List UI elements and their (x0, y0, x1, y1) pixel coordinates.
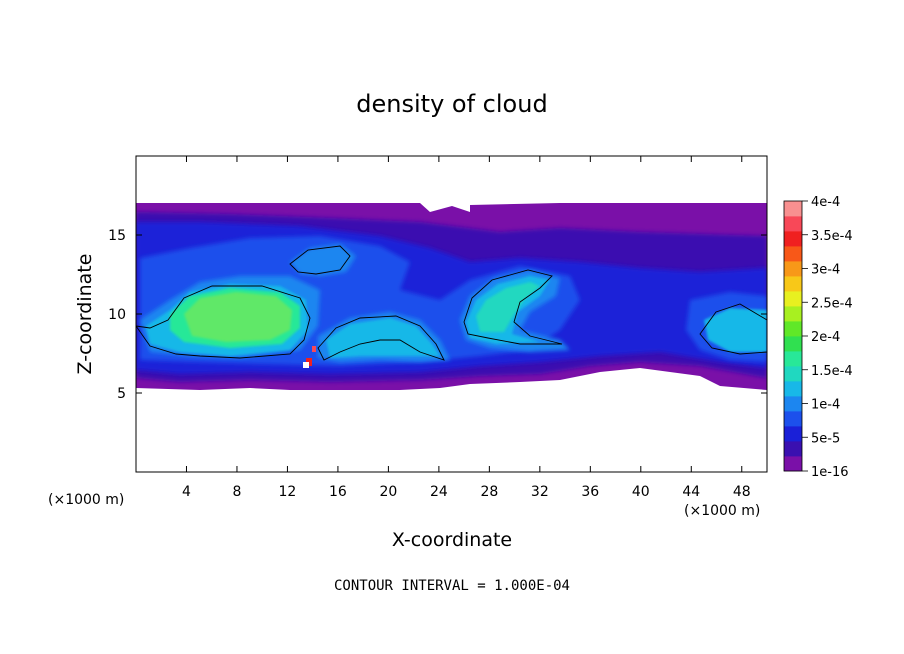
y-tick-label: 5 (117, 386, 126, 402)
colorbar-swatch (784, 291, 802, 307)
colorbar-labels: 1e-16 5e-5 1e-4 1.5e-4 2e-4 2.5e-4 3e-4 3.5e-4 4… (802, 195, 853, 480)
colorbar-swatch (784, 336, 802, 352)
colorbar-swatch (784, 366, 802, 382)
x-tick-label: 24 (430, 484, 448, 500)
x-tick-label: 8 (232, 484, 241, 500)
colorbar-swatch (784, 426, 802, 442)
x-tick-label: 12 (279, 484, 297, 500)
field-band-turquoise-arc (476, 282, 540, 332)
x-tick-label: 4 (182, 484, 191, 500)
colorbar-swatch (784, 396, 802, 412)
contour-line-mid (317, 315, 445, 361)
chart-title: density of cloud (356, 90, 547, 118)
colorbar-label: 3.5e-4 (811, 229, 853, 244)
colorbar-label: 1e-16 (811, 465, 849, 480)
x-tick-label: 40 (632, 484, 650, 500)
colorbar-label: 4e-4 (811, 195, 840, 210)
colorbar-label: 5e-5 (811, 431, 840, 446)
x-tick-label: 16 (329, 484, 347, 500)
field-band-green (184, 292, 292, 342)
contour-line-left (136, 285, 311, 359)
colorbar-swatch (784, 231, 802, 247)
x-tick-label: 28 (480, 484, 498, 500)
x-tick-label: 48 (733, 484, 751, 500)
x-axis-ticks: 4 8 12 16 20 24 28 32 36 40 44 48 (182, 156, 751, 500)
x-axis-unit-left: (×1000 m) (48, 492, 124, 508)
colorbar-swatch (784, 276, 802, 292)
colorbar-swatch (784, 246, 802, 262)
colorbar-label: 2e-4 (811, 330, 840, 345)
x-tick-label: 36 (581, 484, 599, 500)
colorbar-swatch (784, 261, 802, 277)
field-speck-white (303, 362, 309, 368)
y-tick-label: 10 (108, 307, 126, 323)
colorbar-label: 1.5e-4 (811, 364, 853, 379)
colorbar-swatch (784, 411, 802, 427)
density-field (136, 203, 767, 390)
x-tick-label: 44 (682, 484, 700, 500)
x-tick-label: 32 (531, 484, 549, 500)
colorbar-swatch (784, 216, 802, 232)
colorbar-swatch (784, 381, 802, 397)
colorbar-label: 3e-4 (811, 263, 840, 278)
field-band-lightblue-top (290, 244, 356, 276)
colorbar-swatch (784, 456, 802, 472)
field-band-cyan-mid (326, 318, 440, 358)
colorbar-label: 2.5e-4 (811, 296, 853, 311)
y-axis-ticks: 5 10 15 (108, 228, 767, 402)
contour-line-arc (463, 269, 563, 345)
x-axis-label: X-coordinate (392, 529, 512, 551)
colorbar (784, 201, 802, 472)
contour-interval-note: CONTOUR INTERVAL = 1.000E-04 (334, 578, 570, 594)
colorbar-swatch (784, 351, 802, 367)
colorbar-swatch (784, 441, 802, 457)
colorbar-swatch (784, 321, 802, 337)
field-band-cyan-right (704, 308, 767, 352)
x-tick-label: 20 (379, 484, 397, 500)
contour-line-top (289, 245, 351, 275)
contour-line-right (699, 303, 767, 355)
y-tick-label: 15 (108, 228, 126, 244)
y-axis-label: Z-coordinate (74, 254, 96, 375)
colorbar-swatch (784, 201, 802, 217)
colorbar-label: 1e-4 (811, 398, 840, 413)
colorbar-swatch (784, 306, 802, 322)
field-speck-pink (312, 346, 316, 352)
x-axis-unit-right: (×1000 m) (684, 503, 760, 519)
